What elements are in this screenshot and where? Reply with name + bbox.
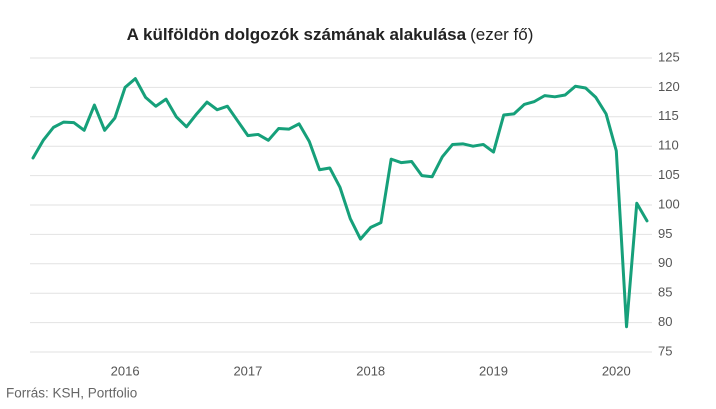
y-tick-label: 95 bbox=[658, 226, 672, 241]
x-tick-label: 2018 bbox=[356, 363, 385, 378]
x-tick-label: 2020 bbox=[602, 363, 631, 378]
y-tick-label: 120 bbox=[658, 79, 680, 94]
y-tick-label: 115 bbox=[658, 108, 679, 123]
chart-title: A külföldön dolgozók számának alakulása bbox=[127, 25, 467, 44]
y-tick-label: 110 bbox=[658, 138, 679, 153]
y-tick-label: 105 bbox=[658, 167, 680, 182]
x-tick-label: 2019 bbox=[479, 363, 508, 378]
x-tick-label: 2016 bbox=[111, 363, 140, 378]
y-tick-label: 100 bbox=[658, 196, 680, 211]
source: Forrás: KSH, Portfolio bbox=[6, 386, 137, 401]
chart-unit: (ezer fő) bbox=[470, 25, 533, 44]
y-tick-label: 125 bbox=[658, 49, 680, 64]
y-tick-label: 75 bbox=[658, 343, 672, 358]
y-tick-label: 80 bbox=[658, 314, 672, 329]
y-tick-label: 90 bbox=[658, 255, 672, 270]
y-tick-label: 85 bbox=[658, 285, 672, 300]
x-tick-label: 2017 bbox=[233, 363, 262, 378]
data-line bbox=[31, 77, 649, 329]
chart-title-group: A külföldön dolgozók számának alakulása(… bbox=[127, 25, 534, 44]
